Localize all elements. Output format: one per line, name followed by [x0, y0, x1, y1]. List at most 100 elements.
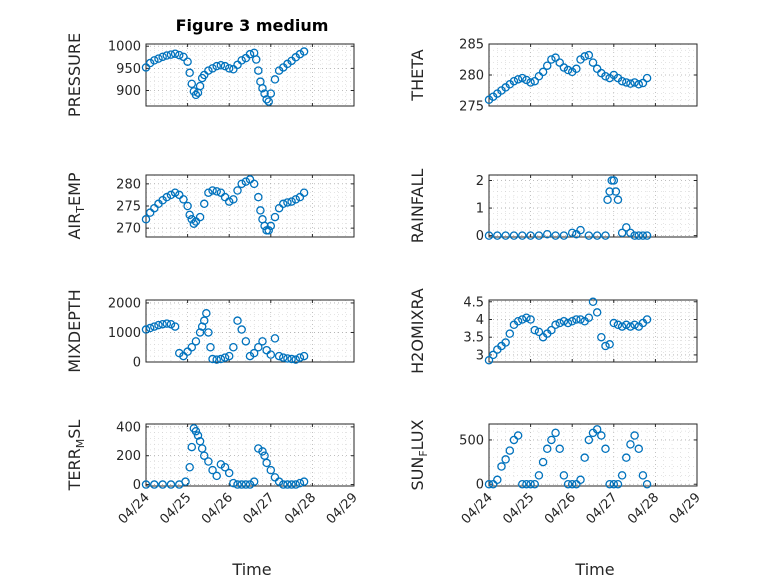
data-point — [295, 478, 305, 488]
data-point — [249, 179, 259, 189]
data-point — [208, 64, 217, 73]
data-point — [638, 471, 648, 480]
data-point — [526, 231, 535, 240]
y-tick-label: 0 — [133, 356, 141, 371]
data-point — [241, 480, 251, 489]
data-point — [241, 337, 251, 346]
data-point — [559, 471, 569, 480]
data-point — [630, 431, 639, 440]
data-point — [237, 480, 246, 489]
data-point — [551, 320, 560, 330]
data-point — [185, 463, 194, 472]
data-point — [191, 337, 201, 346]
data-point — [199, 451, 209, 460]
data-point — [567, 479, 577, 489]
data-point — [187, 79, 197, 89]
data-point — [617, 471, 627, 480]
figure-title: Figure 3 medium — [176, 16, 329, 35]
data-point — [233, 316, 242, 325]
y-tick-label: 3 — [476, 348, 484, 363]
data-point — [179, 52, 188, 62]
data-point — [547, 435, 556, 445]
data-point — [237, 325, 246, 334]
data-point — [605, 187, 614, 196]
data-point — [588, 297, 598, 307]
data-point — [229, 342, 238, 352]
y-axis-label: MIXDEPTH — [65, 289, 84, 372]
data-series — [141, 309, 309, 364]
data-point — [601, 71, 610, 81]
data-point — [170, 49, 180, 58]
data-point — [580, 453, 589, 462]
y-tick-label: 400 — [116, 420, 141, 435]
data-point — [193, 431, 203, 440]
data-point — [613, 479, 623, 489]
data-point — [224, 351, 234, 361]
data-point — [534, 231, 544, 240]
data-point — [551, 53, 560, 62]
data-point — [141, 215, 151, 224]
y-tick-label: 1000 — [108, 40, 141, 55]
data-point — [534, 327, 544, 337]
data-point — [185, 210, 194, 220]
data-point — [237, 56, 246, 65]
data-point — [195, 328, 205, 337]
data-series — [484, 50, 652, 105]
data-point — [204, 188, 213, 197]
data-point — [150, 56, 159, 65]
data-point — [183, 201, 192, 211]
data-point — [484, 479, 494, 489]
data-point — [555, 58, 564, 67]
data-point — [162, 319, 172, 328]
data-point — [266, 465, 276, 475]
data-point — [576, 475, 585, 485]
data-point — [175, 50, 184, 60]
data-point — [212, 355, 221, 364]
data-point — [572, 315, 581, 324]
data-series — [141, 175, 309, 235]
data-point — [166, 480, 176, 489]
subplot-h2omixra: 3 3.5 4 4.5 H2OMIXRA — [408, 288, 698, 374]
data-point — [266, 221, 276, 231]
data-point — [501, 338, 510, 347]
axes-box — [145, 299, 355, 363]
data-point — [634, 80, 644, 89]
data-point — [195, 212, 205, 222]
data-point — [551, 428, 560, 438]
data-point — [505, 329, 515, 338]
y-tick-label: 270 — [116, 222, 141, 237]
axes-box — [488, 174, 698, 238]
data-point — [141, 480, 151, 489]
data-point — [150, 480, 159, 489]
y-tick-label: 2000 — [108, 296, 141, 311]
data-point — [270, 212, 280, 222]
subplot-pressure: 900 950 1000 PRESSURE — [65, 33, 355, 117]
y-axis-label: PRESSURE — [65, 33, 84, 117]
y-tick-label: 275 — [116, 200, 141, 215]
data-point — [254, 192, 263, 202]
data-point — [260, 89, 269, 98]
data-point — [270, 75, 280, 84]
data-point — [576, 315, 585, 324]
data-point — [497, 462, 506, 471]
y-tick-label: 4 — [476, 313, 484, 328]
y-axis-label: RAINFALL — [408, 169, 427, 244]
data-point — [208, 354, 217, 364]
data-point — [191, 426, 201, 436]
data-point — [638, 78, 648, 88]
y-tick-label: 4.5 — [463, 295, 484, 310]
data-point — [592, 231, 602, 240]
data-point — [642, 231, 652, 240]
data-point — [555, 444, 564, 454]
data-point — [588, 58, 598, 67]
data-point — [202, 309, 211, 318]
data-point — [488, 350, 498, 360]
subplot-rainfall: 0 1 2 RAINFALL — [408, 169, 698, 244]
plot-area — [146, 424, 354, 486]
data-point — [613, 195, 623, 205]
plot-area — [489, 300, 697, 362]
data-point — [295, 353, 305, 362]
y-tick-label: 280 — [116, 177, 141, 192]
data-point — [145, 323, 155, 333]
